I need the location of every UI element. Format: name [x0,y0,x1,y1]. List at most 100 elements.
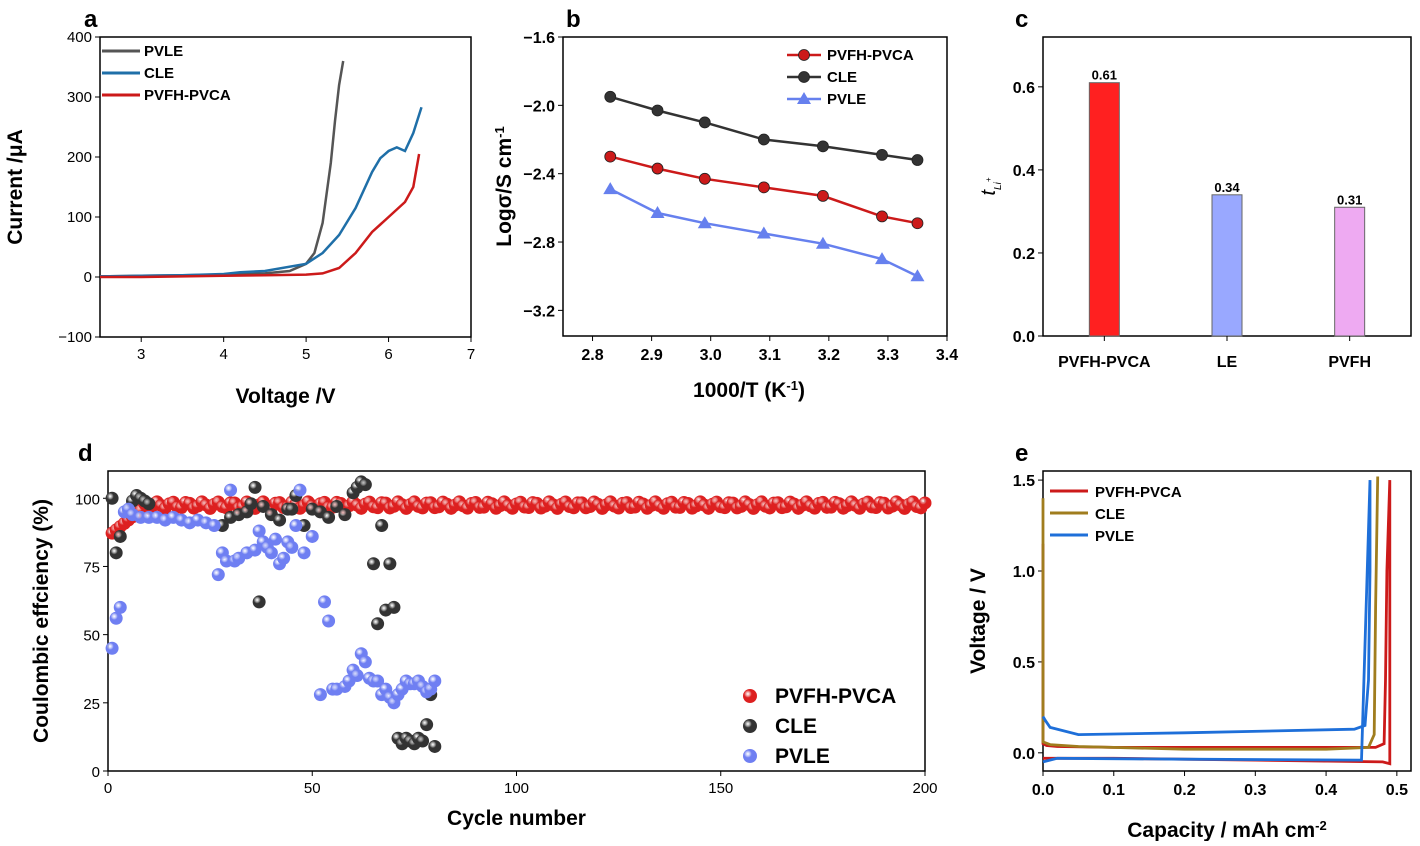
y-tick-label: 0.2 [1013,246,1035,263]
data-point [248,543,262,557]
y-tick-label: −100 [58,329,92,346]
data-point [756,226,771,239]
data-point [224,483,238,497]
data-point [113,529,127,543]
y-axis-title: tLi+ [978,177,1004,195]
series-line-pvle [1041,480,1372,764]
data-point [248,480,262,494]
plot-frame-a [99,36,472,338]
y-tick-label: −1.6 [523,30,555,47]
legend-label: PVFH-PVCA [1095,484,1182,501]
y-tick-label: 1.0 [1013,564,1035,581]
data-point [371,617,385,631]
data-point [371,674,385,688]
data-point [815,236,830,249]
bar-pvfh-pvca [1088,82,1120,337]
x-tick-label: 3.0 [700,347,722,364]
y-tick-label: 200 [67,149,92,166]
data-point [293,483,307,497]
data-point [252,595,266,609]
y-tick-label: 300 [67,89,92,106]
y-tick-label: −2.4 [523,167,555,184]
legend-marker [797,92,811,104]
data-point [651,104,664,117]
legend-marker [743,719,757,733]
data-point [285,502,299,516]
data-point [109,546,123,560]
y-axis-title: Voltage / V [967,568,990,674]
panel-letter-b: b [566,6,581,33]
data-point [330,499,344,513]
data-point [603,182,618,195]
data-point [911,154,924,166]
data-point [757,181,770,194]
bar-value-label: 0.31 [1337,192,1362,207]
x-tick-label: 2.8 [581,347,603,364]
legend-label: PVFH-PVCA [827,47,914,64]
data-point [109,611,123,625]
data-point [264,546,278,560]
data-point [277,551,291,565]
x-tick-label: 2.9 [640,347,662,364]
data-point [698,116,711,129]
legend-marker [743,689,757,703]
data-point [252,524,266,538]
data-point [876,148,888,161]
data-point [268,532,282,546]
legend-label: PVLE [1095,528,1134,545]
y-axis-title: Current /μA [4,129,27,245]
data-point [318,595,332,609]
data-point [698,172,711,185]
data-point [918,496,932,510]
data-point [911,217,924,230]
x-tick-label: 3.1 [759,347,781,364]
y-tick-label: 100 [75,491,100,508]
legend-label: PVLE [775,745,830,768]
bar-value-label: 0.34 [1214,180,1240,195]
x-tick-label: 50 [304,780,321,797]
x-tick-label: 5 [302,346,310,363]
x-tick-label: PVFH [1328,354,1371,371]
y-tick-label: 0.0 [1013,329,1035,346]
x-tick-label: 150 [708,780,733,797]
y-tick-label: 0.5 [1013,655,1035,672]
y-tick-label: −2.8 [523,235,555,252]
data-point [322,510,336,524]
y-tick-label: 0.6 [1013,80,1035,97]
x-tick-label: 3 [137,346,145,363]
data-point [817,189,829,202]
chart-panel-d: 0 50 100 150 200 0 25 50 75 100 PVFH-PVCA CLE PVLE Cy… [30,470,938,830]
data-point [142,497,156,511]
legend-label: PVLE [827,91,866,108]
data-point [367,557,381,571]
data-point [338,508,352,522]
legend-label: PVFH-PVCA [775,685,896,708]
data-point [244,497,258,511]
data-point [256,499,270,513]
series-line-cle [99,106,423,278]
legend-label: CLE [827,69,857,86]
data-point [428,739,442,753]
x-axis-title: Capacity / mAh cm-2 [1127,818,1326,842]
y-tick-label: −3.2 [523,303,555,320]
data-point [305,529,319,543]
x-axis-title: Cycle number [447,807,586,830]
data-point [358,655,372,669]
chart-panel-b: 2.8 2.9 3.0 3.1 3.2 3.3 3.4 −1.6 −2.0 −2.4 −2.8 −3.… [523,30,958,364]
data-point [420,718,434,732]
chart-panel-c: 0.0 0.2 0.4 0.6 0.61 PVFH-PVCA 0.34 LE 0.31 PVFH t… [978,36,1412,371]
panel-letter-e: e [1015,440,1028,467]
legend-label: PVLE [144,43,183,60]
legend-label: PVFH-PVCA [144,87,231,104]
chart-panel-e: 0.0 0.1 0.2 0.3 0.4 0.5 0.0 0.5 1.0 1.5 PVFH-PVCA C… [967,470,1412,799]
y-tick-label: 100 [67,209,92,226]
x-tick-label: 0 [104,780,112,797]
legend-marker [743,749,757,763]
panel-letter-a: a [84,6,98,33]
y-axis-title: Coulombic effciency (%) [30,499,53,743]
x-tick-label: 0.4 [1315,782,1337,799]
x-tick-label: 100 [504,780,529,797]
data-point [358,478,372,492]
data-point [650,205,665,218]
